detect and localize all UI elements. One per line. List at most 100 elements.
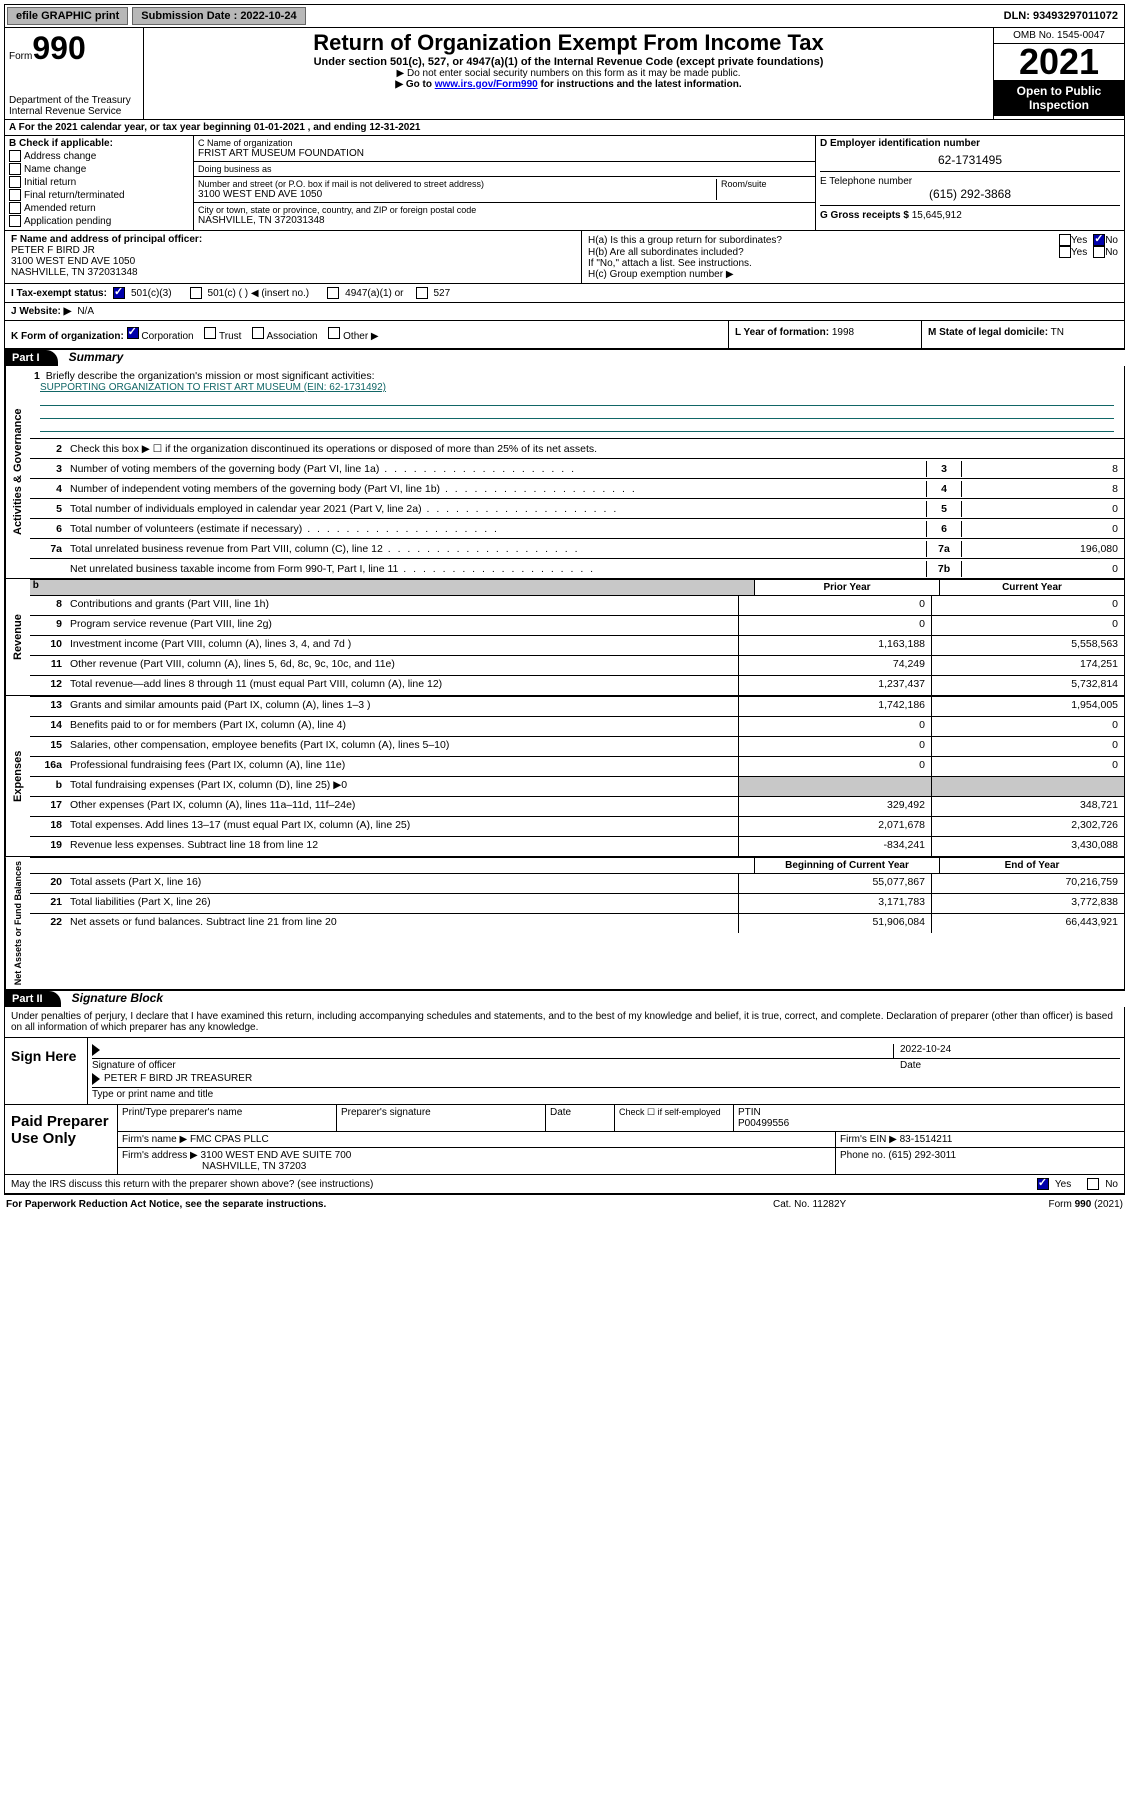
paid-preparer-label: Paid Preparer Use Only	[5, 1105, 118, 1174]
chk-address-change[interactable]: Address change	[9, 150, 189, 162]
discuss-no-chk[interactable]	[1087, 1178, 1099, 1190]
form-label: Form	[9, 51, 32, 62]
gross-label: G Gross receipts $	[820, 210, 909, 221]
part1-title: Summary	[61, 350, 124, 364]
activities-governance: Activities & Governance 1 Briefly descri…	[4, 366, 1125, 579]
chk-501c[interactable]	[190, 287, 202, 299]
year-formation-value: 1998	[832, 327, 854, 338]
begin-year-hdr: Beginning of Current Year	[754, 858, 939, 873]
efile-print-button[interactable]: efile GRAPHIC print	[7, 7, 128, 25]
city-value: NASHVILLE, TN 372031348	[198, 215, 811, 226]
line1-label: Briefly describe the organization's miss…	[46, 370, 375, 382]
row-j-label: J Website: ▶	[11, 306, 71, 317]
table-row: bTotal fundraising expenses (Part IX, co…	[30, 776, 1124, 796]
section-bcd: B Check if applicable: Address change Na…	[4, 136, 1125, 231]
sign-here-label: Sign Here	[5, 1038, 88, 1104]
table-row: 11Other revenue (Part VIII, column (A), …	[30, 655, 1124, 675]
table-row: 16aProfessional fundraising fees (Part I…	[30, 756, 1124, 776]
hb-no-chk[interactable]	[1093, 246, 1105, 258]
row-k-form-org: K Form of organization: Corporation Trus…	[4, 321, 1125, 349]
table-row: 22Net assets or fund balances. Subtract …	[30, 913, 1124, 933]
signature-declaration: Under penalties of perjury, I declare th…	[4, 1007, 1125, 1038]
prep-self-hdr: Check ☐ if self-employed	[615, 1105, 734, 1131]
line7a-label: Total unrelated business revenue from Pa…	[66, 541, 926, 557]
open-public-label: Open to Public Inspection	[994, 80, 1124, 116]
chk-initial-return[interactable]: Initial return	[9, 176, 189, 188]
title-cell: Return of Organization Exempt From Incom…	[144, 28, 993, 119]
dba-label: Doing business as	[198, 164, 811, 174]
sign-here-row: Sign Here 2022-10-24 Signature of office…	[4, 1038, 1125, 1105]
chk-amended-return[interactable]: Amended return	[9, 202, 189, 214]
form-header: Form990 Department of the Treasury Inter…	[4, 28, 1125, 120]
chk-other[interactable]	[328, 327, 340, 339]
prep-name-hdr: Print/Type preparer's name	[118, 1105, 337, 1131]
tel-label: E Telephone number	[820, 176, 912, 187]
form-subtitle: Under section 501(c), 527, or 4947(a)(1)…	[150, 56, 987, 68]
ha-label: H(a) Is this a group return for subordin…	[588, 235, 1059, 246]
side-expenses: Expenses	[5, 696, 30, 856]
line3-value: 8	[961, 461, 1124, 477]
line7b-label: Net unrelated business taxable income fr…	[66, 561, 926, 577]
sig-date-label: Date	[900, 1060, 1120, 1071]
table-row: 13Grants and similar amounts paid (Part …	[30, 696, 1124, 716]
chk-final-return[interactable]: Final return/terminated	[9, 189, 189, 201]
dept-label: Department of the Treasury	[9, 95, 139, 106]
discuss-yes-chk[interactable]	[1037, 1178, 1049, 1190]
ein-value: 62-1731495	[820, 153, 1120, 167]
part2-title: Signature Block	[64, 991, 163, 1005]
firm-ein: 83-1514211	[900, 1134, 953, 1145]
hb-yes-chk[interactable]	[1059, 246, 1071, 258]
mission-text: SUPPORTING ORGANIZATION TO FRIST ART MUS…	[34, 382, 1120, 393]
line2-label: Check this box ▶ ☐ if the organization d…	[66, 441, 1124, 457]
ha-yes-chk[interactable]	[1059, 234, 1071, 246]
ptin-hdr: PTIN	[738, 1107, 1120, 1118]
prep-date-hdr: Date	[546, 1105, 615, 1131]
hc-label: H(c) Group exemption number ▶	[588, 269, 1118, 280]
year-formation-label: L Year of formation:	[735, 327, 829, 338]
table-row: 10Investment income (Part VIII, column (…	[30, 635, 1124, 655]
row-i-label: I Tax-exempt status:	[11, 288, 107, 299]
table-row: 17Other expenses (Part IX, column (A), l…	[30, 796, 1124, 816]
table-row: 19Revenue less expenses. Subtract line 1…	[30, 836, 1124, 856]
chk-501c3[interactable]	[113, 287, 125, 299]
form-title: Return of Organization Exempt From Incom…	[150, 30, 987, 56]
officer-value: PETER F BIRD JR 3100 WEST END AVE 1050 N…	[11, 245, 575, 278]
table-row: 21Total liabilities (Part X, line 26)3,1…	[30, 893, 1124, 913]
form-id-cell: Form990 Department of the Treasury Inter…	[5, 28, 144, 119]
discuss-row: May the IRS discuss this return with the…	[4, 1175, 1125, 1194]
chk-application-pending[interactable]: Application pending	[9, 215, 189, 227]
part2-header: Part II	[4, 991, 61, 1007]
col-b-header: B Check if applicable:	[9, 138, 189, 149]
ha-no-chk[interactable]	[1093, 234, 1105, 246]
table-row: 8Contributions and grants (Part VIII, li…	[30, 595, 1124, 615]
sig-caret-icon-2	[92, 1073, 100, 1085]
firm-ein-label: Firm's EIN ▶	[840, 1134, 897, 1145]
submission-date-button[interactable]: Submission Date : 2022-10-24	[132, 7, 305, 25]
discuss-label: May the IRS discuss this return with the…	[11, 1179, 1031, 1190]
chk-527[interactable]	[416, 287, 428, 299]
line5-label: Total number of individuals employed in …	[66, 501, 926, 517]
firm-name-label: Firm's name ▶	[122, 1134, 187, 1145]
chk-corporation[interactable]	[127, 327, 139, 339]
chk-4947[interactable]	[327, 287, 339, 299]
firm-phone-label: Phone no.	[840, 1150, 886, 1161]
line4-value: 8	[961, 481, 1124, 497]
table-row: 15Salaries, other compensation, employee…	[30, 736, 1124, 756]
prior-year-hdr: Prior Year	[754, 580, 939, 595]
line3-label: Number of voting members of the governin…	[66, 461, 926, 477]
chk-name-change[interactable]: Name change	[9, 163, 189, 175]
chk-association[interactable]	[252, 327, 264, 339]
footer: For Paperwork Reduction Act Notice, see …	[4, 1194, 1125, 1214]
hb-note: If "No," attach a list. See instructions…	[588, 258, 1118, 269]
chk-trust[interactable]	[204, 327, 216, 339]
row-i-tax-status: I Tax-exempt status: 501(c)(3) 501(c) ( …	[4, 284, 1125, 303]
current-year-hdr: Current Year	[939, 580, 1124, 595]
line6-value: 0	[961, 521, 1124, 537]
sig-date: 2022-10-24	[893, 1044, 1120, 1058]
sig-caret-icon	[92, 1044, 100, 1056]
form-note-1: ▶ Do not enter social security numbers o…	[150, 68, 987, 79]
prep-sig-hdr: Preparer's signature	[337, 1105, 546, 1131]
net-assets-section: Net Assets or Fund Balances Beginning of…	[4, 857, 1125, 990]
irs-link[interactable]: www.irs.gov/Form990	[435, 79, 538, 90]
row-f-h: F Name and address of principal officer:…	[4, 231, 1125, 284]
